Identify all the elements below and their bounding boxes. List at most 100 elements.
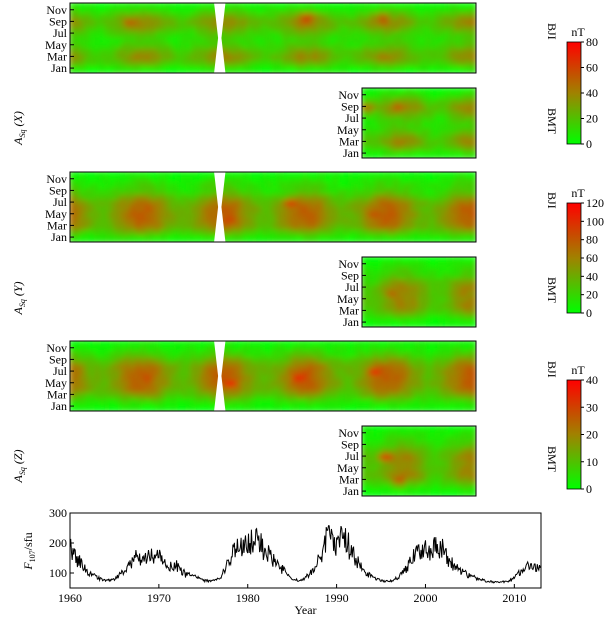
component-labels: ASq (X)ASq (Y)ASq (Z)	[11, 111, 27, 483]
heatmap-cell	[134, 392, 143, 401]
heatmap-cell	[419, 345, 427, 354]
heatmap-cell	[332, 182, 340, 191]
heatmap-cell	[297, 3, 305, 10]
heatmap-cell	[409, 308, 416, 317]
heatmap-cell	[439, 182, 447, 191]
heatmap-cell	[89, 223, 97, 232]
heatmap-cell	[450, 471, 457, 480]
heatmap-cell	[363, 229, 371, 238]
heatmap-cell	[403, 223, 412, 232]
heatmap-cell	[185, 60, 193, 69]
heatmap-cell	[403, 375, 412, 383]
heatmap-cell	[84, 206, 92, 214]
heatmap-cell	[446, 279, 453, 288]
heatmap-cell	[251, 172, 259, 179]
heatmap-cell	[449, 351, 457, 360]
heatmap-cell	[140, 3, 148, 10]
heatmap-cell	[405, 460, 412, 468]
heatmap-cell	[439, 54, 447, 63]
heatmap-cell	[397, 122, 404, 130]
heatmap-cell	[195, 37, 203, 45]
heatmap-cell	[442, 430, 449, 439]
heatmap-cell	[405, 273, 412, 282]
heatmap-cell	[348, 7, 356, 16]
heatmap-cell	[409, 392, 417, 401]
heatmap-cell	[337, 369, 346, 377]
heatmap-cell	[241, 235, 249, 242]
heatmap-cell	[246, 386, 254, 395]
heatmap-cell	[362, 92, 368, 101]
heatmap-cell	[343, 176, 351, 185]
heatmap-cell	[292, 37, 300, 45]
heatmap-cell	[439, 188, 447, 197]
heatmap-cell	[150, 54, 158, 63]
heatmap-cell	[140, 19, 148, 28]
heatmap-cell	[282, 13, 290, 22]
heatmap-cell	[94, 7, 102, 16]
heatmap-cell	[439, 223, 447, 232]
heatmap-cell	[261, 66, 269, 73]
heatmap-cell	[434, 375, 442, 383]
heatmap-cell	[458, 489, 465, 496]
heatmap-cell	[434, 104, 441, 113]
heatmap-cell	[389, 442, 396, 451]
heatmap-cell	[195, 188, 203, 197]
heatmap-cell	[190, 48, 198, 57]
heatmap-cell	[114, 172, 122, 179]
heatmap-cell	[398, 200, 406, 208]
heatmap-cell	[393, 357, 401, 366]
heatmap-cell	[409, 223, 417, 232]
heatmap-cell	[129, 172, 137, 179]
heatmap-cell	[409, 489, 416, 496]
heatmap-cell	[450, 436, 457, 445]
heatmap-cell	[454, 223, 462, 232]
heatmap-cell	[211, 369, 219, 377]
y-tick-label: 200	[49, 536, 67, 550]
heatmap-cell	[94, 31, 102, 39]
heatmap-cell	[434, 3, 442, 10]
heatmap-cell	[414, 48, 422, 57]
heatmap-cell	[389, 104, 396, 113]
heatmap-cell	[449, 404, 457, 411]
heatmap-cell	[397, 291, 404, 299]
heatmap-cell	[231, 188, 239, 197]
heatmap-cell	[348, 194, 356, 203]
heatmap-cell	[94, 211, 102, 220]
heatmap-cell	[389, 430, 396, 439]
heatmap-cell	[312, 380, 320, 389]
heatmap-cell	[442, 296, 449, 305]
heatmap-cell	[226, 217, 234, 226]
heatmap-cell	[200, 182, 209, 191]
heatmap-cell	[185, 380, 193, 389]
heatmap-cell	[377, 296, 384, 305]
heatmap-cell	[409, 31, 417, 39]
heatmap-cell	[231, 48, 239, 57]
heatmap-cell	[388, 172, 396, 179]
heatmap-cell	[449, 398, 457, 407]
heatmap-cell	[99, 7, 107, 16]
heatmap-cell	[327, 54, 335, 63]
heatmap-cell	[368, 25, 376, 34]
heatmap-cell	[454, 206, 462, 214]
heatmap-cell	[226, 7, 234, 16]
heatmap-cell	[272, 19, 280, 28]
heatmap-cell	[377, 314, 384, 323]
heatmap-cell	[170, 48, 178, 57]
heatmap-cell	[343, 380, 351, 389]
heatmap-cell	[272, 172, 280, 179]
heatmap-cell	[430, 92, 437, 101]
heatmap-cell	[398, 3, 406, 10]
heatmap-cell	[459, 188, 467, 197]
heatmap-cell	[307, 37, 315, 45]
heatmap-cell	[358, 369, 366, 377]
heatmap-cell	[190, 7, 198, 16]
heatmap-cell	[434, 430, 441, 439]
heatmap-cell	[109, 404, 117, 411]
heatmap-cell	[383, 19, 391, 28]
heatmap-cell	[426, 127, 433, 136]
heatmap-cell	[129, 357, 137, 366]
heatmap-cell	[221, 25, 229, 34]
heatmap-cell	[365, 430, 372, 439]
heatmap-cell	[459, 176, 467, 185]
heatmap-cell	[405, 122, 412, 130]
